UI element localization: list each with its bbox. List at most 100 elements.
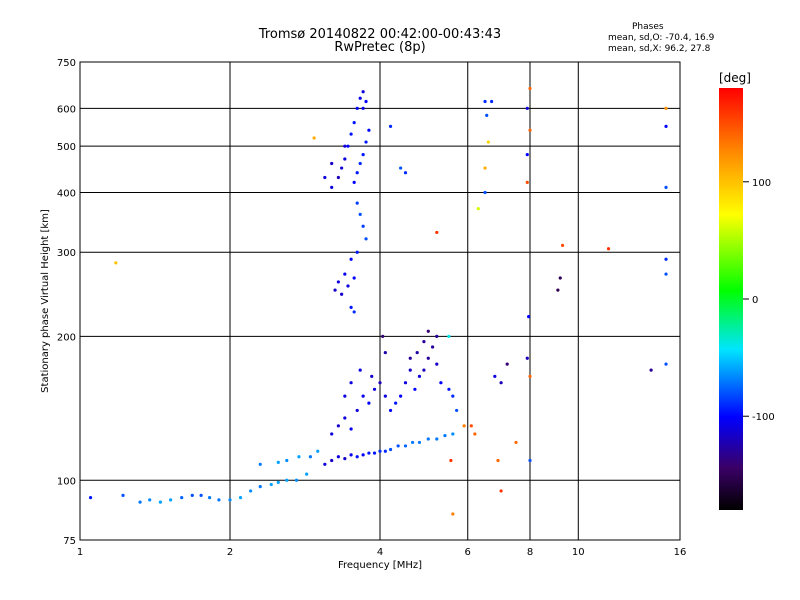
data-point xyxy=(462,424,466,428)
data-point xyxy=(435,437,439,441)
data-point xyxy=(451,432,455,436)
data-point xyxy=(449,458,453,463)
data-point xyxy=(294,478,299,482)
data-point xyxy=(180,495,184,500)
data-point xyxy=(285,478,289,482)
y-tick-label: 400 xyxy=(57,188,76,199)
data-point xyxy=(378,449,382,453)
data-point xyxy=(158,500,163,504)
data-point xyxy=(343,394,347,398)
data-point xyxy=(426,437,430,441)
data-point xyxy=(422,368,426,372)
colorbar-tick-label: 100 xyxy=(752,178,771,189)
data-point xyxy=(383,350,387,355)
data-point xyxy=(381,334,385,338)
data-point xyxy=(378,381,382,385)
data-point xyxy=(485,113,489,117)
data-point xyxy=(372,451,377,455)
data-point xyxy=(276,480,280,484)
data-point xyxy=(388,124,393,128)
colorbar-tick-label: 0 xyxy=(752,295,758,306)
data-point xyxy=(343,144,347,148)
data-point xyxy=(349,132,353,136)
data-point xyxy=(343,157,347,161)
data-point xyxy=(430,345,435,349)
data-point xyxy=(361,453,365,457)
data-point xyxy=(336,175,340,180)
data-point xyxy=(558,276,562,280)
data-point xyxy=(525,153,529,157)
data-point xyxy=(352,121,356,125)
chart-title: Tromsø 20140822 00:42:00-00:43:43 xyxy=(258,27,502,42)
data-point xyxy=(413,387,417,391)
data-point xyxy=(388,447,393,452)
data-point xyxy=(367,128,371,132)
data-point xyxy=(408,368,412,372)
data-point xyxy=(417,374,422,378)
data-point xyxy=(355,106,359,110)
y-tick-label: 75 xyxy=(63,536,76,547)
data-point xyxy=(364,140,368,144)
phases-stats-x: mean, sd,X: 96.2, 27.8 xyxy=(608,44,711,54)
data-point xyxy=(199,493,203,497)
x-tick-label: 6 xyxy=(465,547,471,558)
data-point xyxy=(527,315,531,319)
colorbar xyxy=(719,88,743,510)
data-point xyxy=(352,310,356,314)
data-point xyxy=(422,340,426,344)
data-point xyxy=(358,161,362,166)
data-point xyxy=(483,166,487,170)
data-point xyxy=(336,424,340,428)
data-point xyxy=(346,284,350,288)
data-point xyxy=(394,401,398,405)
data-point xyxy=(258,485,262,489)
data-point xyxy=(525,356,529,360)
data-point xyxy=(138,500,142,504)
data-point xyxy=(403,381,408,385)
data-point xyxy=(297,455,301,459)
data-point xyxy=(312,136,316,140)
data-point xyxy=(486,140,490,144)
data-point xyxy=(114,261,118,265)
data-point xyxy=(606,247,611,251)
data-point xyxy=(343,457,347,461)
data-point xyxy=(352,276,356,280)
data-point xyxy=(664,185,668,189)
data-point xyxy=(88,495,93,500)
data-point xyxy=(169,498,173,502)
data-point xyxy=(361,106,365,110)
data-point xyxy=(525,106,529,110)
data-point xyxy=(361,153,365,157)
data-point xyxy=(493,374,497,378)
y-tick-label: 750 xyxy=(57,58,76,69)
data-point xyxy=(426,329,430,333)
data-point xyxy=(664,257,668,261)
data-point xyxy=(367,401,371,405)
data-point xyxy=(305,472,309,476)
data-point xyxy=(340,292,344,296)
data-point xyxy=(473,432,477,436)
data-point xyxy=(528,458,532,463)
data-point xyxy=(355,455,359,459)
data-point xyxy=(664,106,668,110)
x-tick-label: 8 xyxy=(527,547,533,558)
data-point xyxy=(333,288,337,292)
data-point xyxy=(476,207,480,211)
data-point xyxy=(483,99,487,104)
data-point xyxy=(323,462,327,466)
data-point xyxy=(355,201,359,205)
data-point xyxy=(367,451,371,455)
data-point xyxy=(336,280,340,284)
data-point xyxy=(358,368,362,372)
data-point xyxy=(148,498,152,502)
data-point xyxy=(358,212,362,216)
data-point xyxy=(336,455,340,459)
y-tick-label: 600 xyxy=(57,104,76,115)
data-point xyxy=(455,408,459,413)
data-point xyxy=(396,444,400,448)
data-point xyxy=(372,387,377,391)
data-point xyxy=(447,334,451,338)
data-point xyxy=(361,224,365,228)
data-point xyxy=(355,250,359,254)
